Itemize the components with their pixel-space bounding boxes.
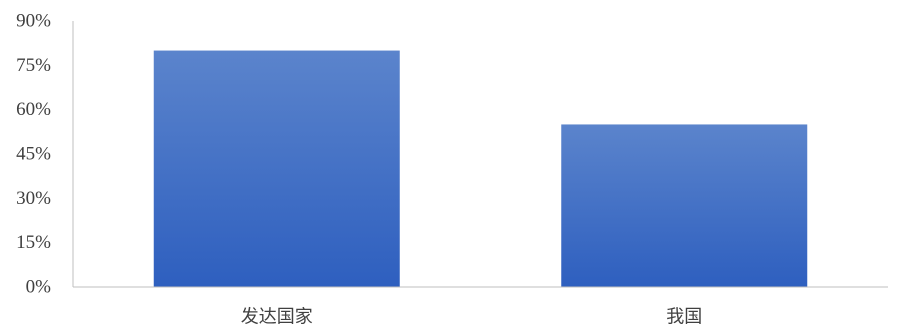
x-tick-label: 我国 (666, 307, 702, 325)
y-axis-labels: 0% 15% 30% 45% 60% 75% 90% (16, 11, 51, 298)
x-axis-labels: 发达国家 我国 (241, 307, 703, 325)
x-tick-label: 发达国家 (241, 307, 313, 325)
y-tick-label: 0% (26, 277, 52, 298)
y-tick-label: 75% (16, 55, 51, 76)
bar-1 (561, 124, 808, 287)
y-tick-label: 60% (16, 99, 51, 120)
y-tick-label: 90% (16, 11, 51, 32)
y-tick-label: 15% (16, 232, 51, 253)
bar-0 (153, 50, 400, 287)
y-tick-label: 45% (16, 144, 51, 165)
y-tick-label: 30% (16, 188, 51, 209)
bar-series (153, 50, 808, 287)
